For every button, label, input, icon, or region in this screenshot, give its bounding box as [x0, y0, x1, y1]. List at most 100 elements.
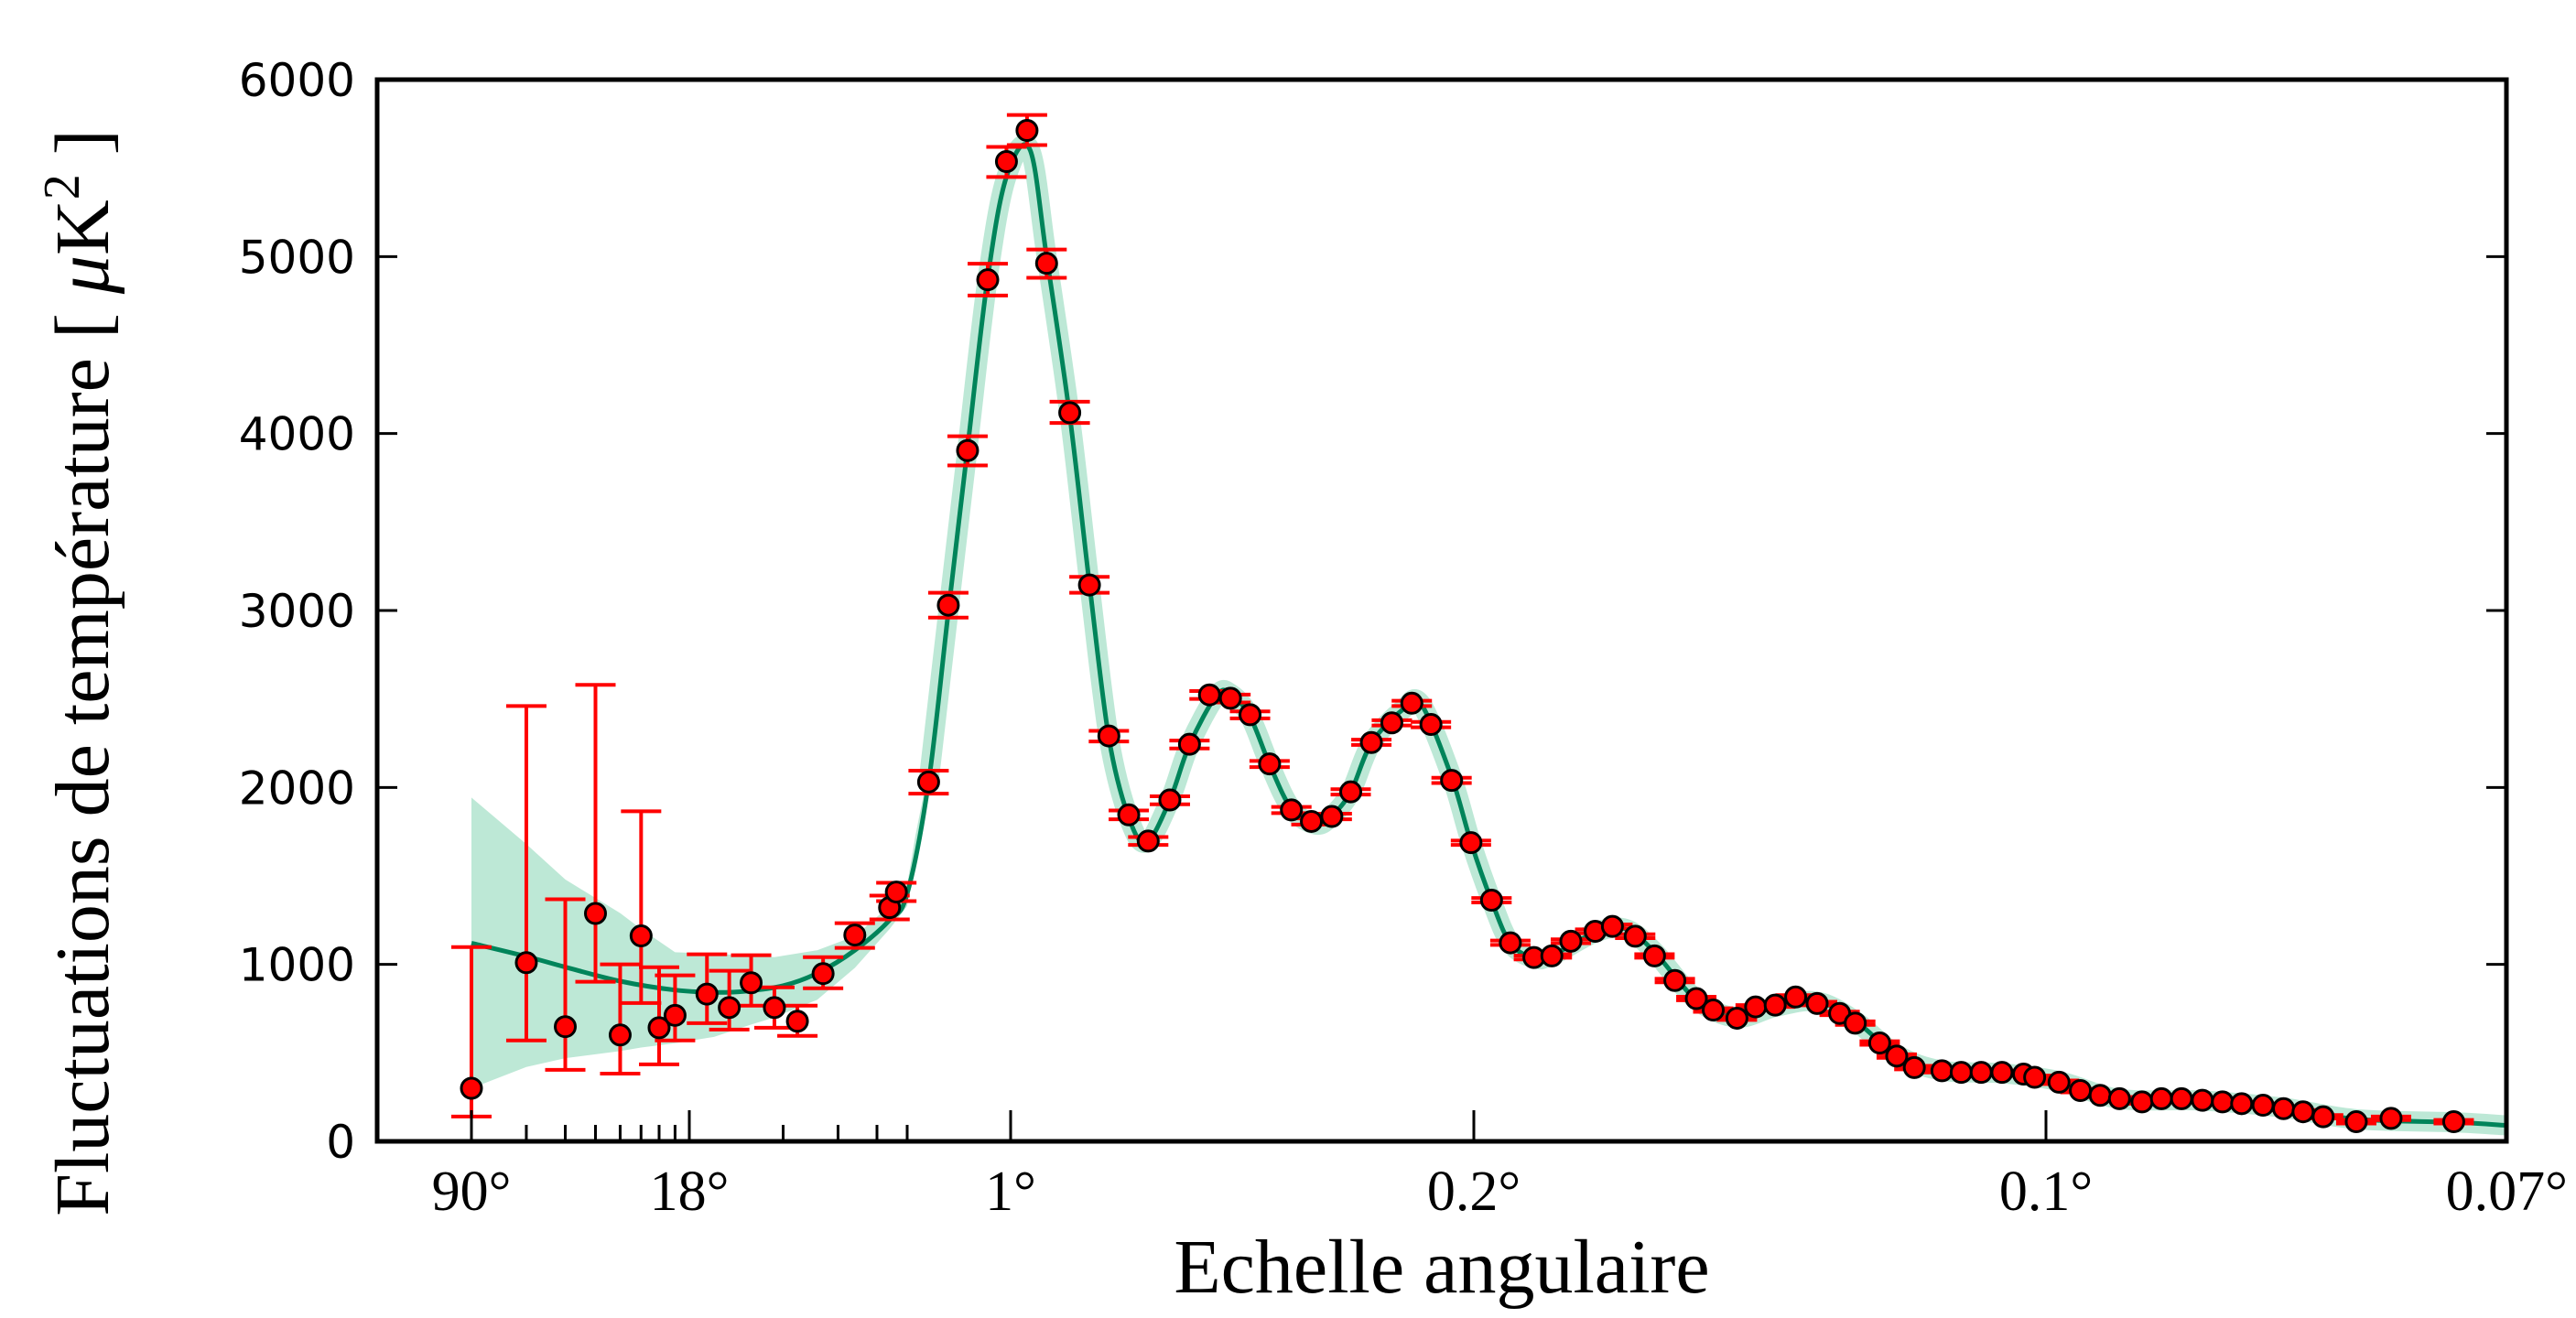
data-point — [1320, 805, 1344, 828]
y-axis-title-sup: 2 — [34, 174, 91, 200]
data-point — [1867, 1032, 1891, 1055]
data-point — [1034, 252, 1058, 275]
data-point — [1197, 683, 1221, 707]
cosmic-variance-band — [471, 770, 929, 1088]
data-point — [2379, 1107, 2403, 1130]
data-point — [1280, 798, 1304, 822]
data-point — [1015, 118, 1039, 142]
data-point — [1763, 993, 1787, 1017]
data-point — [1359, 730, 1383, 754]
data-point — [554, 1015, 578, 1039]
data-point — [629, 924, 653, 948]
data-point — [2230, 1092, 2254, 1116]
x-axis-title: Echelle angulaire — [1174, 1225, 1709, 1310]
data-point — [460, 1076, 483, 1100]
data-point — [1805, 991, 1829, 1015]
data-point — [1930, 1059, 1954, 1083]
data-point — [1097, 724, 1120, 748]
data-point — [2023, 1065, 2047, 1089]
data-point — [1499, 931, 1522, 955]
data-point — [936, 593, 960, 617]
data-point — [2272, 1097, 2296, 1120]
y-axis-title: Fluctuations de température [ μK2 ] — [34, 129, 125, 1216]
y-axis-title-unit: K — [40, 200, 125, 255]
y-tick-label: 5000 — [239, 231, 355, 284]
data-point — [2291, 1100, 2315, 1124]
data-point — [740, 971, 763, 995]
data-point — [1885, 1044, 1909, 1068]
data-point — [1258, 752, 1282, 776]
data-point — [2107, 1086, 2131, 1110]
data-point — [1663, 968, 1687, 992]
y-tick-label: 3000 — [239, 585, 355, 638]
data-point — [1380, 711, 1403, 735]
data-point — [1300, 809, 1324, 833]
data-point — [608, 1023, 632, 1047]
data-point — [1117, 803, 1141, 826]
data-point — [843, 924, 867, 947]
data-point — [1440, 769, 1464, 793]
y-axis-title-close: ] — [40, 129, 125, 174]
data-point — [956, 438, 980, 462]
data-point — [1339, 780, 1363, 804]
data-point — [647, 1016, 671, 1040]
data-point — [1136, 829, 1160, 853]
data-point — [994, 150, 1018, 174]
errorbar — [505, 704, 547, 1043]
x-tick-label: 0.2° — [1427, 1161, 1521, 1223]
errorbar — [575, 683, 616, 984]
data-point — [2344, 1110, 2368, 1134]
data-point — [1902, 1055, 1926, 1079]
data-point — [1684, 987, 1708, 1010]
errorbar — [621, 809, 662, 1005]
model-band-high-ell — [918, 134, 2508, 1136]
data-point — [1158, 788, 1182, 812]
data-point — [1702, 999, 1726, 1022]
x-tick-label: 90° — [432, 1161, 512, 1223]
y-tick-label: 2000 — [239, 762, 355, 815]
data-point — [1744, 995, 1768, 1019]
data-point — [1058, 401, 1082, 425]
data-point — [884, 880, 908, 904]
data-point — [1844, 1011, 1867, 1035]
x-tick-label: 1° — [985, 1161, 1036, 1223]
data-point-layer — [460, 118, 2465, 1134]
data-point — [1400, 691, 1423, 715]
data-point — [2311, 1105, 2335, 1129]
y-tick-label: 4000 — [239, 408, 355, 461]
data-point — [916, 770, 940, 794]
data-point — [1419, 713, 1443, 737]
data-point — [695, 982, 719, 1006]
x-tick-label: 18° — [650, 1161, 730, 1223]
data-point — [1239, 703, 1262, 727]
data-point — [514, 951, 538, 975]
data-point — [2069, 1079, 2093, 1103]
data-point — [1642, 944, 1666, 967]
data-point — [663, 1003, 687, 1027]
data-point — [1459, 831, 1483, 855]
data-point — [785, 1010, 809, 1033]
data-point — [2149, 1086, 2173, 1110]
confidence-band-layer — [471, 770, 929, 1088]
y-tick-label: 0 — [326, 1116, 355, 1169]
y-tick-label: 1000 — [239, 939, 355, 992]
data-point — [1949, 1061, 1973, 1085]
data-point — [2047, 1070, 2071, 1094]
data-point — [2441, 1110, 2465, 1134]
x-tick-label: 0.07° — [2446, 1161, 2568, 1223]
data-point — [2211, 1090, 2235, 1114]
data-point — [583, 902, 607, 925]
y-tick-label: 6000 — [239, 54, 355, 107]
data-point — [1784, 985, 1808, 1009]
y-axis-title-mu: μ — [40, 255, 125, 295]
data-point — [976, 268, 1000, 292]
data-point — [718, 996, 741, 1020]
data-point — [1479, 888, 1503, 912]
data-point — [763, 996, 786, 1020]
axes: 0 1000 2000 3000 4000 5000 6000 90° 18° 1° 0.2° 0.1… — [239, 54, 2568, 1223]
data-point — [1218, 686, 1242, 710]
data-point — [1177, 732, 1201, 756]
data-point — [1077, 573, 1101, 597]
y-axis-title-text: Fluctuations de température [ — [40, 294, 125, 1216]
